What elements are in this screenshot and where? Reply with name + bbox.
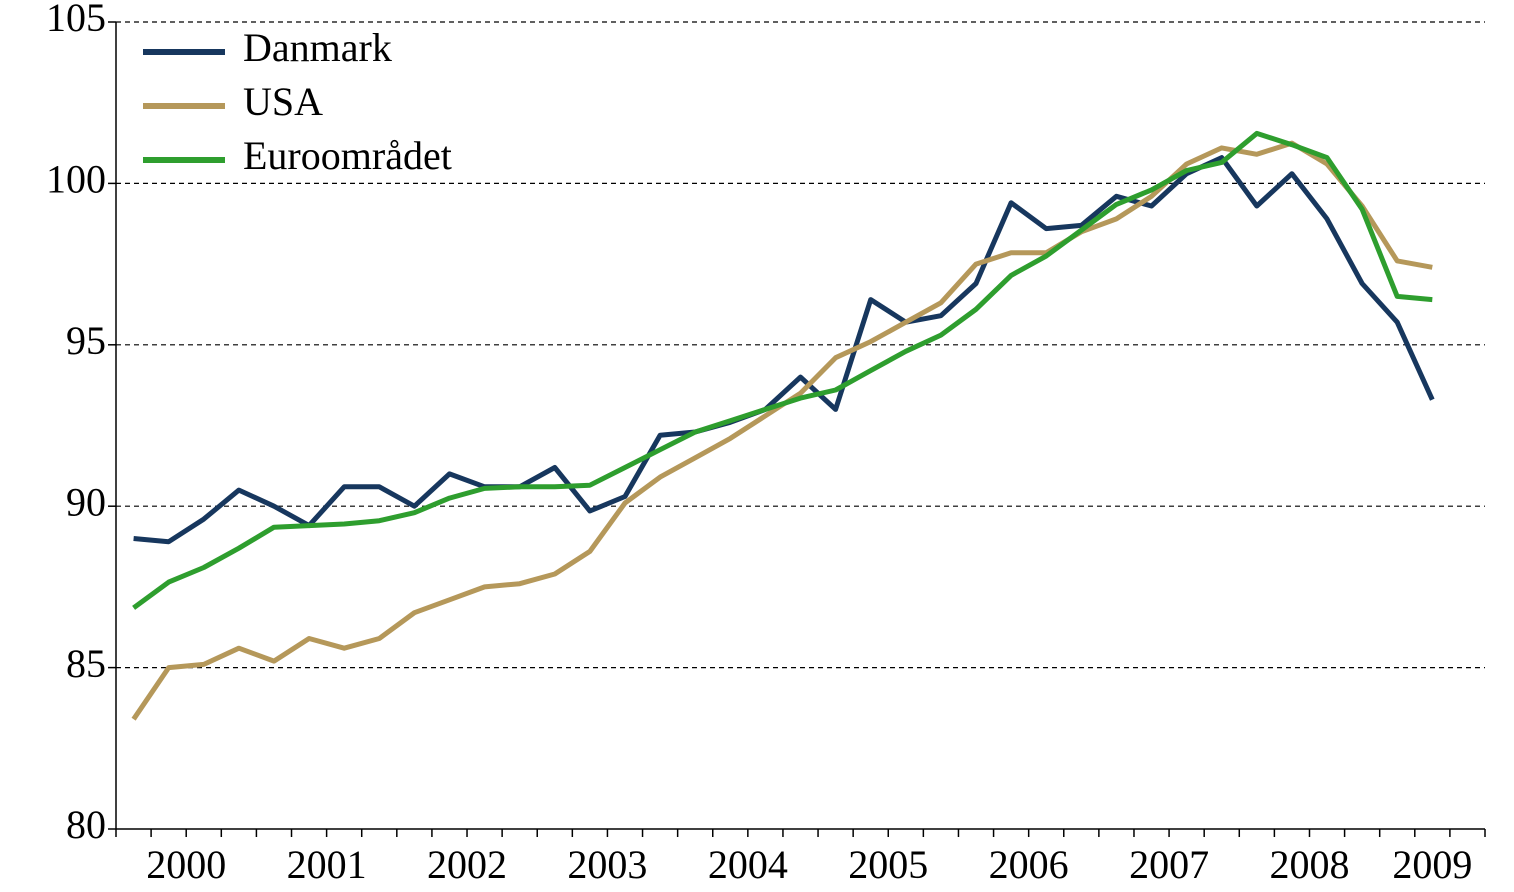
line-series xyxy=(131,140,1433,721)
x-tick-label: 2002 xyxy=(427,842,507,887)
x-tick-label: 2003 xyxy=(567,842,647,887)
legend-label: Euroområdet xyxy=(243,133,452,178)
y-tick-label: 105 xyxy=(46,0,106,40)
x-tick-label: 2006 xyxy=(989,842,1069,887)
x-tick-label: 2000 xyxy=(146,842,226,887)
x-tick-label: 2007 xyxy=(1129,842,1209,887)
x-tick-label: 2005 xyxy=(848,842,928,887)
legend-label: Danmark xyxy=(243,25,392,70)
legend-label: USA xyxy=(243,79,323,124)
x-tick-label: 2001 xyxy=(287,842,367,887)
y-tick-label: 100 xyxy=(46,157,106,202)
x-tick-label: 2009 xyxy=(1392,842,1472,887)
y-tick-label: 90 xyxy=(66,479,106,524)
y-tick-label: 80 xyxy=(66,802,106,847)
line-series xyxy=(133,155,1435,545)
x-tick-label: 2008 xyxy=(1269,842,1349,887)
line-series xyxy=(132,130,1433,610)
x-tick-label: 2004 xyxy=(708,842,788,887)
y-tick-label: 85 xyxy=(66,641,106,686)
y-tick-label: 95 xyxy=(66,318,106,363)
